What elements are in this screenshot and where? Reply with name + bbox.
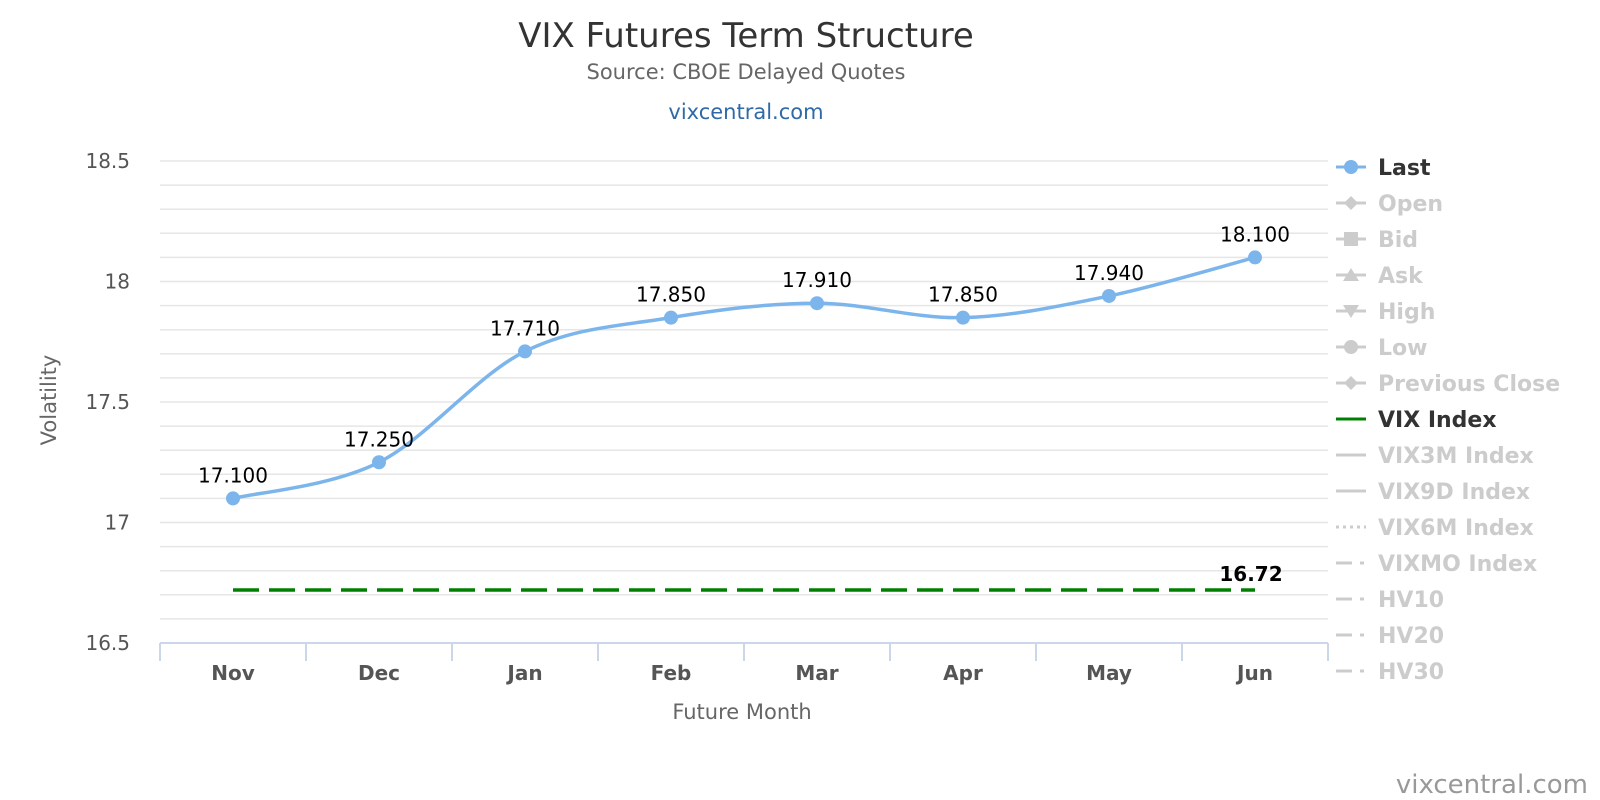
data-point: [810, 296, 824, 311]
grid-lines: [160, 160, 1328, 620]
y-axis: 16.5 17 17.5 18 18.5: [85, 149, 130, 655]
legend-item-vix9d-index[interactable]: VIX9D Index: [1336, 480, 1530, 505]
y-tick-label: 17: [105, 511, 130, 535]
series-line-last: [232, 255, 1256, 501]
data-label: 17.850: [636, 283, 706, 307]
y-tick-label: 17.5: [85, 390, 130, 414]
legend-item-vixmo-index[interactable]: VIXMO Index: [1336, 552, 1537, 577]
legend-item-low[interactable]: Low: [1336, 336, 1427, 361]
x-tick-label: Nov: [211, 661, 255, 685]
legend-label: Bid: [1378, 228, 1418, 253]
legend-label: Last: [1378, 156, 1431, 181]
legend-item-ask[interactable]: Ask: [1336, 264, 1424, 289]
y-axis-title: Volatility: [37, 355, 61, 446]
data-point: [372, 455, 386, 470]
legend-label: VIXMO Index: [1378, 552, 1537, 577]
legend-label: Ask: [1378, 264, 1424, 289]
data-point: [518, 344, 532, 359]
legend-marker-icon: [1344, 340, 1358, 354]
legend-item-previous-close[interactable]: Previous Close: [1336, 372, 1560, 397]
legend-label: VIX3M Index: [1378, 444, 1534, 469]
y-tick-label: 18: [105, 270, 130, 294]
vixcentral-link[interactable]: vixcentral.com: [668, 100, 823, 124]
legend-marker-icon: [1343, 268, 1359, 281]
data-point: [1102, 288, 1116, 303]
legend-label: HV10: [1378, 588, 1444, 613]
x-tick-label: Mar: [795, 661, 838, 685]
chart-credit[interactable]: vixcentral.com: [1396, 770, 1588, 800]
x-tick-label: Dec: [358, 661, 400, 685]
y-tick-label: 16.5: [85, 631, 130, 655]
data-label: 17.710: [490, 316, 560, 340]
x-tick-label: Feb: [651, 661, 692, 685]
data-point: [664, 310, 678, 325]
data-point: [956, 310, 970, 325]
x-tick-label: Apr: [943, 661, 983, 685]
legend-label: Open: [1378, 192, 1443, 217]
legend-label: High: [1378, 300, 1435, 325]
legend-marker-icon: [1344, 196, 1358, 210]
chart-subtitle: Source: CBOE Delayed Quotes: [587, 60, 906, 84]
data-point: [1248, 250, 1262, 265]
data-label: 17.910: [782, 268, 852, 292]
data-label: 17.940: [1074, 261, 1144, 285]
data-label: 17.250: [344, 427, 414, 451]
vix-index-data-label: 16.72: [1219, 562, 1282, 586]
data-label: 18.100: [1220, 222, 1290, 246]
legend-item-last[interactable]: Last: [1336, 156, 1431, 181]
legend-item-bid[interactable]: Bid: [1336, 228, 1418, 253]
legend-label: VIX6M Index: [1378, 516, 1534, 541]
legend-label: Low: [1378, 336, 1427, 361]
x-tick-label: May: [1086, 661, 1132, 685]
y-tick-label: 18.5: [85, 149, 130, 173]
legend-marker-icon: [1344, 232, 1358, 246]
x-axis-title: Future Month: [672, 700, 811, 724]
legend-item-hv30[interactable]: HV30: [1336, 660, 1444, 685]
x-tick-label: Jun: [1235, 661, 1273, 685]
legend-item-vix-index[interactable]: VIX Index: [1336, 408, 1497, 433]
x-tick-label: Jan: [505, 661, 542, 685]
legend-label: VIX9D Index: [1378, 480, 1530, 505]
legend-label: VIX Index: [1378, 408, 1497, 433]
legend-label: HV30: [1378, 660, 1444, 685]
data-label: 17.850: [928, 283, 998, 307]
chart-title: VIX Futures Term Structure: [518, 16, 974, 56]
legend-label: HV20: [1378, 624, 1444, 649]
legend-item-hv20[interactable]: HV20: [1336, 624, 1444, 649]
data-label: 17.100: [198, 463, 268, 487]
legend-item-hv10[interactable]: HV10: [1336, 588, 1444, 613]
legend: Last Open Bid Ask High Low Previous Close VIX I…: [1336, 156, 1560, 685]
x-axis: Nov Dec Jan Feb Mar Apr May Jun: [159, 642, 1329, 685]
series-layer: 17.100 17.250 17.710 17.850 17.910 17.850 17.9…: [198, 222, 1290, 592]
legend-item-vix3m-index[interactable]: VIX3M Index: [1336, 444, 1534, 469]
legend-marker-icon: [1343, 305, 1359, 318]
legend-item-high[interactable]: High: [1336, 300, 1435, 325]
data-point: [226, 491, 240, 506]
legend-item-vix6m-index[interactable]: VIX6M Index: [1336, 516, 1534, 541]
legend-marker-icon: [1344, 376, 1358, 390]
legend-item-open[interactable]: Open: [1336, 192, 1443, 217]
legend-marker-icon: [1344, 160, 1358, 174]
legend-label: Previous Close: [1378, 372, 1560, 397]
